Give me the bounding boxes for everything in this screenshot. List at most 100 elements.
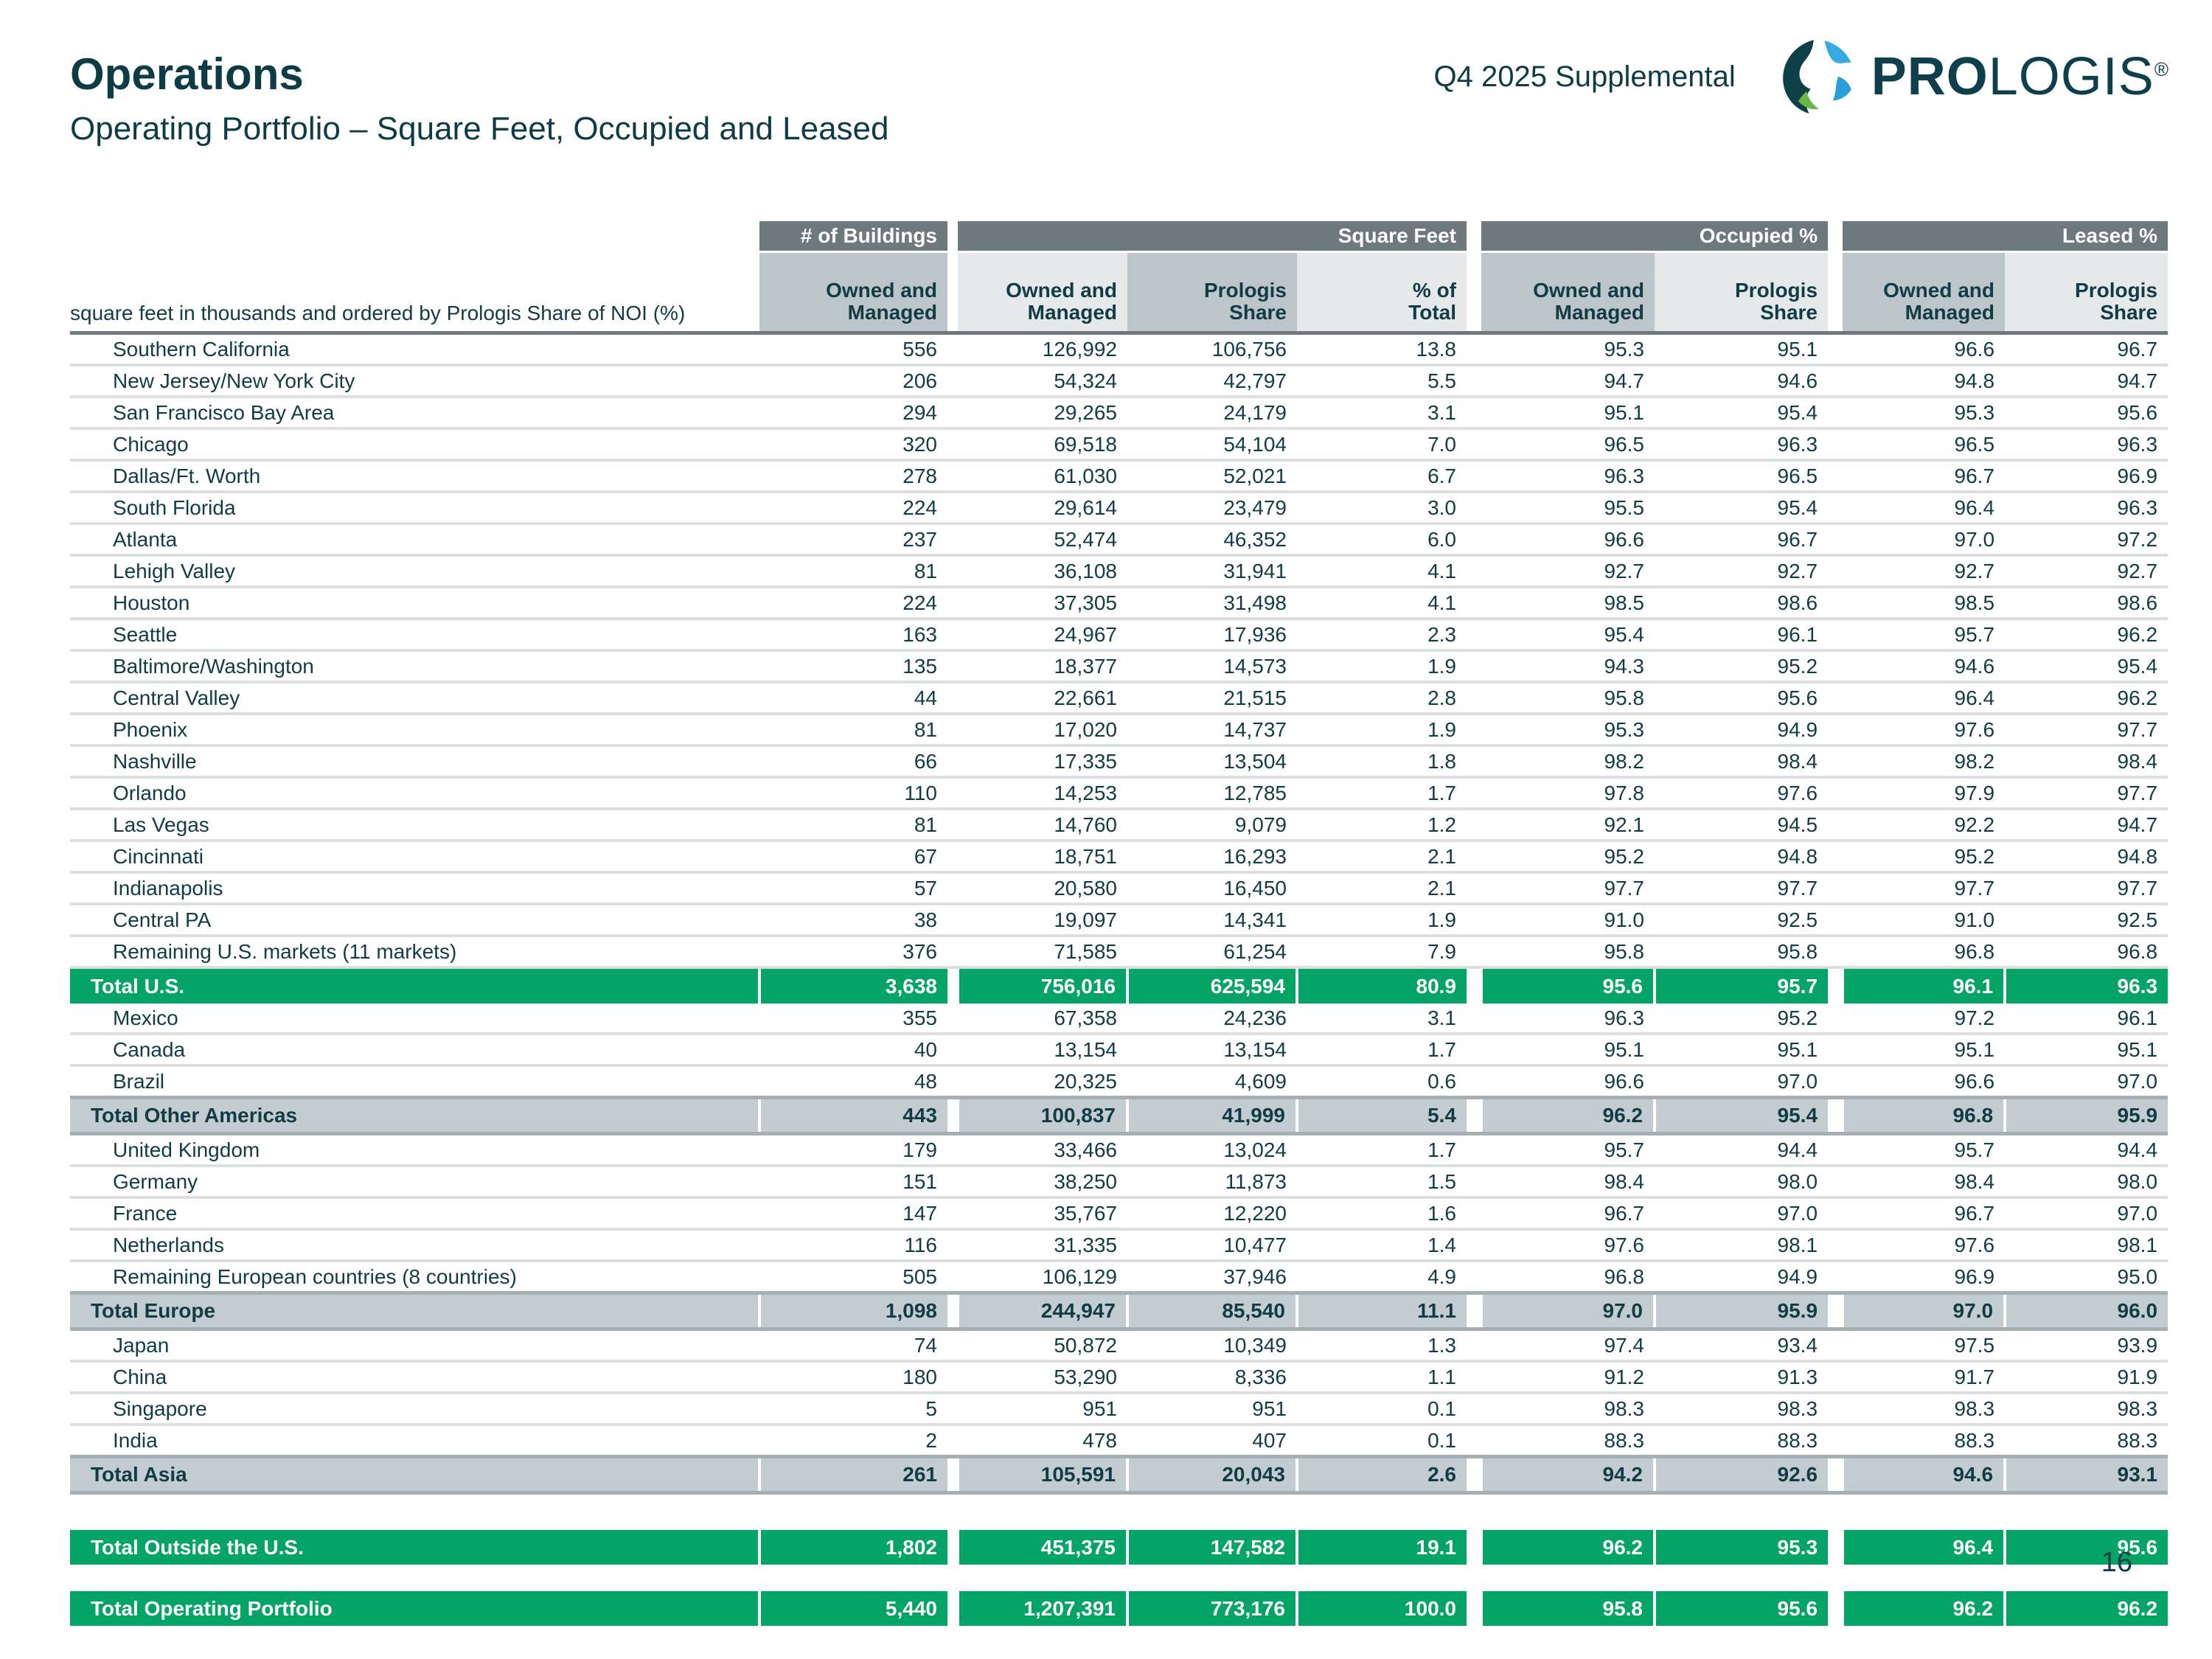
- cell: 98.6: [1655, 587, 1829, 620]
- column-gap: [947, 936, 958, 969]
- cell: 92.7: [1843, 555, 2006, 588]
- cell: 91.9: [2005, 1361, 2168, 1394]
- cell: 126,992: [958, 333, 1127, 366]
- cell: 6.7: [1297, 460, 1467, 493]
- cell: 180: [759, 1361, 947, 1394]
- cell: 12,785: [1127, 777, 1297, 810]
- column-gap: [1828, 1393, 1843, 1426]
- column-gap: [1467, 682, 1481, 715]
- table-row: France 147 35,767 12,220 1.6 96.7 97.0 96.7 97.0: [70, 1197, 2168, 1231]
- cell: 2.3: [1297, 619, 1467, 652]
- cell: 69,518: [958, 428, 1127, 462]
- cell: 5.4: [1295, 1096, 1467, 1135]
- column-gap: [1467, 904, 1481, 937]
- cell: 18,377: [958, 650, 1127, 684]
- cell: 16,293: [1127, 841, 1297, 874]
- row-label: Total U.S.: [70, 967, 759, 1004]
- column-gap: [1828, 333, 1843, 366]
- cell: 50,872: [958, 1329, 1127, 1363]
- cell: 13,504: [1127, 745, 1297, 779]
- cell: 2.8: [1297, 682, 1467, 715]
- table-row: Nashville 66 17,335 13,504 1.8 98.2 98.4 98.2 98…: [70, 745, 2168, 779]
- cell: 5.5: [1297, 365, 1467, 398]
- table-row: Lehigh Valley 81 36,108 31,941 4.1 92.7 92.7 92…: [70, 555, 2168, 588]
- column-group-header: # of Buildings: [759, 221, 947, 253]
- cell: 95.3: [1481, 714, 1655, 747]
- cell: 96.7: [1843, 460, 2006, 493]
- cell: 355: [759, 1004, 947, 1035]
- column-gap: [1828, 682, 1843, 715]
- table-row: Seattle 163 24,967 17,936 2.3 95.4 96.1 95.7 96.…: [70, 619, 2168, 652]
- cell: 95.3: [1652, 1530, 1829, 1565]
- table-row: Total Asia 261 105,591 20,043 2.6 94.2 92.6 94.…: [70, 1455, 2168, 1495]
- cell: 0.6: [1297, 1065, 1467, 1099]
- row-label: Total Asia: [70, 1455, 759, 1495]
- operating-portfolio-table: # of Buildings Square Feet Occupied % Lease…: [70, 221, 2168, 1626]
- cell: 94.8: [1655, 841, 1829, 874]
- cell: 40: [759, 1034, 947, 1067]
- cell: 95.8: [1480, 1591, 1655, 1626]
- column-gap: [947, 777, 958, 810]
- cell: 48: [759, 1065, 947, 1099]
- cell: 95.4: [1655, 492, 1829, 525]
- cell: 3.1: [1297, 397, 1467, 430]
- spacer-cell: [70, 1565, 2168, 1591]
- cell: 94.7: [2005, 809, 2168, 842]
- column-gap: [947, 1291, 958, 1331]
- column-gap: [947, 460, 958, 493]
- column-gap: [1467, 555, 1481, 588]
- cell: 505: [759, 1261, 947, 1295]
- column-gap: [1467, 492, 1481, 525]
- column-gap: [1828, 251, 1843, 335]
- column-subheader: Owned and Managed: [1481, 251, 1655, 335]
- column-gap: [1467, 1425, 1481, 1458]
- cell: 2.1: [1297, 841, 1467, 874]
- row-label: Netherlands: [70, 1229, 759, 1262]
- cell: 98.4: [1655, 745, 1829, 779]
- column-gap: [947, 1004, 958, 1035]
- table-row: San Francisco Bay Area 294 29,265 24,179 3.1…: [70, 397, 2168, 430]
- cell: 98.4: [1481, 1166, 1655, 1199]
- cell: 96.3: [1481, 460, 1655, 493]
- cell: 100,837: [956, 1096, 1127, 1135]
- column-gap: [947, 397, 958, 430]
- cell: 0.1: [1297, 1393, 1467, 1426]
- cell: 96.7: [1843, 1197, 2006, 1231]
- cell: 96.3: [1481, 1004, 1655, 1035]
- cell: 95.1: [1655, 333, 1829, 366]
- cell: 24,967: [958, 619, 1127, 652]
- column-gap: [947, 650, 958, 684]
- cell: 106,129: [958, 1261, 1127, 1295]
- cell: 3.0: [1297, 492, 1467, 525]
- cell: 96.8: [1481, 1261, 1655, 1295]
- column-gap: [1467, 460, 1481, 493]
- row-label: Las Vegas: [70, 809, 759, 842]
- cell: 92.2: [1843, 809, 2006, 842]
- column-gap: [1467, 1065, 1481, 1099]
- cell: 93.4: [1655, 1329, 1829, 1363]
- column-subheader: Prologis Share: [2005, 251, 2168, 335]
- cell: 1.1: [1297, 1361, 1467, 1394]
- supplemental-label: Q4 2025 Supplemental: [1433, 60, 1736, 93]
- spacer-row: [70, 1565, 2168, 1591]
- column-gap: [947, 809, 958, 842]
- cell: 294: [759, 397, 947, 430]
- cell: 94.3: [1481, 650, 1655, 684]
- column-gap: [947, 1133, 958, 1167]
- cell: 95.2: [1481, 841, 1655, 874]
- cell: 14,573: [1127, 650, 1297, 684]
- cell: 66: [759, 745, 947, 779]
- table-group-header-row: # of Buildings Square Feet Occupied % Lease…: [70, 221, 2168, 253]
- cell: 1,802: [758, 1530, 947, 1565]
- cell: 97.6: [1655, 777, 1829, 810]
- cell: 96.1: [2005, 1004, 2168, 1035]
- cell: 98.2: [1481, 745, 1655, 779]
- column-gap: [947, 221, 958, 253]
- cell: 147: [759, 1197, 947, 1231]
- cell: 261: [758, 1455, 947, 1495]
- cell: 1.9: [1297, 650, 1467, 684]
- column-gap: [1467, 1229, 1481, 1262]
- column-gap: [1467, 397, 1481, 430]
- cell: 95.2: [1655, 650, 1829, 684]
- cell: 88.3: [1843, 1425, 2006, 1458]
